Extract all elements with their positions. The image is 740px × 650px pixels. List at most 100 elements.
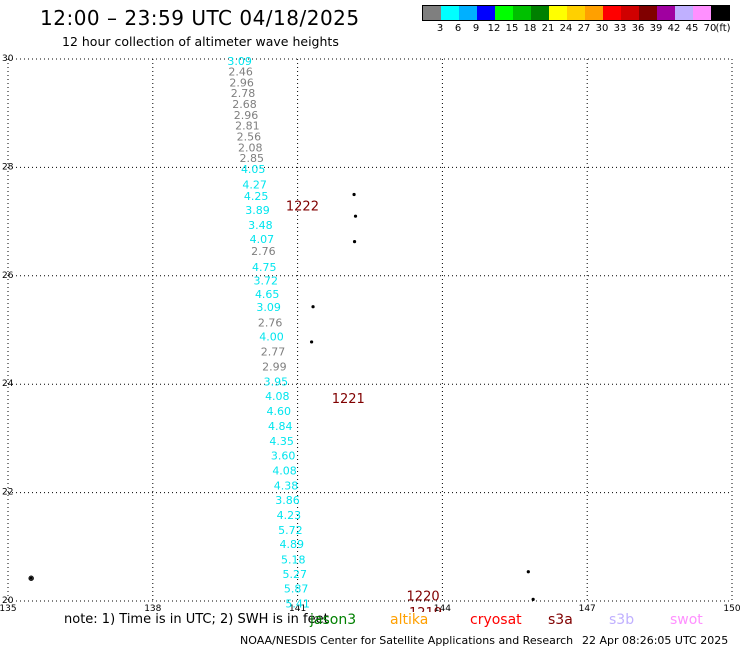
swh-value-label: 2.68 xyxy=(232,98,257,111)
island-dot xyxy=(526,570,530,574)
swh-value-label: 3.72 xyxy=(253,275,278,288)
color-swatch xyxy=(693,6,711,20)
color-swatch xyxy=(459,6,477,20)
color-scale-label: 21 xyxy=(541,23,555,34)
swh-value-label: 3.09 xyxy=(256,301,281,314)
mission-legend: jason3 altika cryosat s3a s3b swot xyxy=(0,612,740,630)
swh-value-label: 4.65 xyxy=(255,288,280,301)
color-swatch xyxy=(441,6,459,20)
y-tick-label: 24 xyxy=(2,379,14,389)
color-scale-label: 6 xyxy=(454,23,462,34)
x-tick-label: 135 xyxy=(0,604,17,612)
y-tick-label: 26 xyxy=(2,271,14,281)
color-swatch xyxy=(423,6,441,20)
mission-legend-cryosat: cryosat xyxy=(470,612,522,628)
swh-value-label: 4.38 xyxy=(274,480,299,493)
swh-value-label: 2.76 xyxy=(258,316,283,329)
mission-legend-s3b: s3b xyxy=(609,612,635,628)
swh-value-label: 3.95 xyxy=(264,375,289,388)
island-dot xyxy=(531,597,535,601)
island-dot xyxy=(353,214,358,218)
island-dot xyxy=(352,240,357,244)
color-scale-legend: 3 6 9 12 15 18 21 24 27 30 33 36 39 42 45 70 (ft) xyxy=(422,5,731,37)
mission-legend-jason3: jason3 xyxy=(310,612,357,628)
color-scale-label: 70 xyxy=(703,23,717,34)
color-swatch xyxy=(621,6,639,20)
mission-legend-s3a: s3a xyxy=(548,612,573,628)
swh-value-label: 2.81 xyxy=(235,120,260,133)
swh-value-label: 4.89 xyxy=(280,538,305,551)
y-tick-label: 28 xyxy=(2,162,14,172)
color-swatch xyxy=(549,6,567,20)
pass-time-label: 1219 xyxy=(409,606,442,612)
y-tick-label: 22 xyxy=(2,488,13,498)
swh-value-label: 2.99 xyxy=(262,360,287,373)
color-scale-label: 12 xyxy=(487,23,501,34)
color-swatch xyxy=(513,6,531,20)
swh-value-label: 4.00 xyxy=(259,331,284,344)
island-dot xyxy=(311,305,315,309)
swh-value-label: 2.76 xyxy=(251,245,276,258)
swh-value-label: 4.08 xyxy=(272,464,297,477)
swh-value-label: 4.84 xyxy=(268,420,293,433)
swh-value-label: 5.41 xyxy=(285,598,310,611)
color-scale-label: 45 xyxy=(685,23,699,34)
color-swatch xyxy=(657,6,675,20)
swh-value-label: 4.35 xyxy=(269,435,294,448)
color-scale-label: 33 xyxy=(613,23,627,34)
color-scale-label: 9 xyxy=(472,23,480,34)
x-tick-label: 138 xyxy=(144,604,161,612)
island-dot xyxy=(309,340,314,344)
color-swatch xyxy=(603,6,621,20)
mission-legend-altika: altika xyxy=(390,612,429,628)
swh-value-label: 4.27 xyxy=(242,179,267,192)
color-scale-label: 30 xyxy=(595,23,609,34)
swh-value-label: 2.85 xyxy=(239,152,264,165)
swh-value-label: 3.48 xyxy=(248,219,273,232)
swh-value-label: 4.08 xyxy=(265,390,290,403)
generation-timestamp: 22 Apr 08:26:05 UTC 2025 xyxy=(582,634,729,647)
y-tick-label: 30 xyxy=(2,54,14,64)
color-scale-label: 18 xyxy=(523,23,537,34)
island-marker xyxy=(28,575,34,581)
swh-value-label: 4.60 xyxy=(267,405,292,418)
color-swatch xyxy=(675,6,693,20)
color-scale-label: 24 xyxy=(559,23,573,34)
swh-value-label: 2.46 xyxy=(228,65,253,78)
y-tick-label: 20 xyxy=(2,596,14,606)
color-scale-labels: 3 6 9 12 15 18 21 24 27 30 33 36 39 42 45 70 (ft) xyxy=(422,23,731,37)
color-scale-label: 27 xyxy=(577,23,591,34)
pass-time-label: 1221 xyxy=(332,392,365,407)
swh-value-label: 2.96 xyxy=(234,109,259,122)
credit-line: NOAA/NESDIS Center for Satellite Applica… xyxy=(240,634,574,647)
swh-value-label: 5.27 xyxy=(282,568,307,581)
swh-value-label: 2.56 xyxy=(237,131,262,144)
color-swatch xyxy=(477,6,495,20)
color-scale-label: (ft) xyxy=(715,23,731,34)
color-scale-swatches xyxy=(422,5,730,21)
x-tick-label: 141 xyxy=(289,604,306,612)
island-dot xyxy=(352,192,356,197)
swh-value-label: 4.75 xyxy=(252,261,277,274)
swh-value-label: 5.18 xyxy=(281,553,306,566)
swh-value-label: 2.78 xyxy=(231,87,256,100)
chart-title: 12:00 – 23:59 UTC 04/18/2025 xyxy=(40,6,360,30)
swh-value-label: 4.23 xyxy=(277,509,302,522)
color-scale-label: 42 xyxy=(667,23,681,34)
color-scale-label: 39 xyxy=(649,23,663,34)
pass-time-label: 1222 xyxy=(286,199,319,214)
swh-value-label: 4.25 xyxy=(244,190,269,203)
color-swatch xyxy=(531,6,549,20)
x-tick-label: 144 xyxy=(434,604,451,612)
color-swatch xyxy=(639,6,657,20)
swh-value-label: 5.72 xyxy=(278,524,303,537)
x-tick-label: 150 xyxy=(723,604,740,612)
color-swatch xyxy=(585,6,603,20)
color-scale-label: 15 xyxy=(505,23,519,34)
mission-legend-swot: swot xyxy=(670,612,703,628)
color-scale-label: 36 xyxy=(631,23,645,34)
swh-value-label: 2.96 xyxy=(229,76,254,89)
swh-value-label: 5.87 xyxy=(284,583,309,596)
island-dot xyxy=(29,576,33,580)
